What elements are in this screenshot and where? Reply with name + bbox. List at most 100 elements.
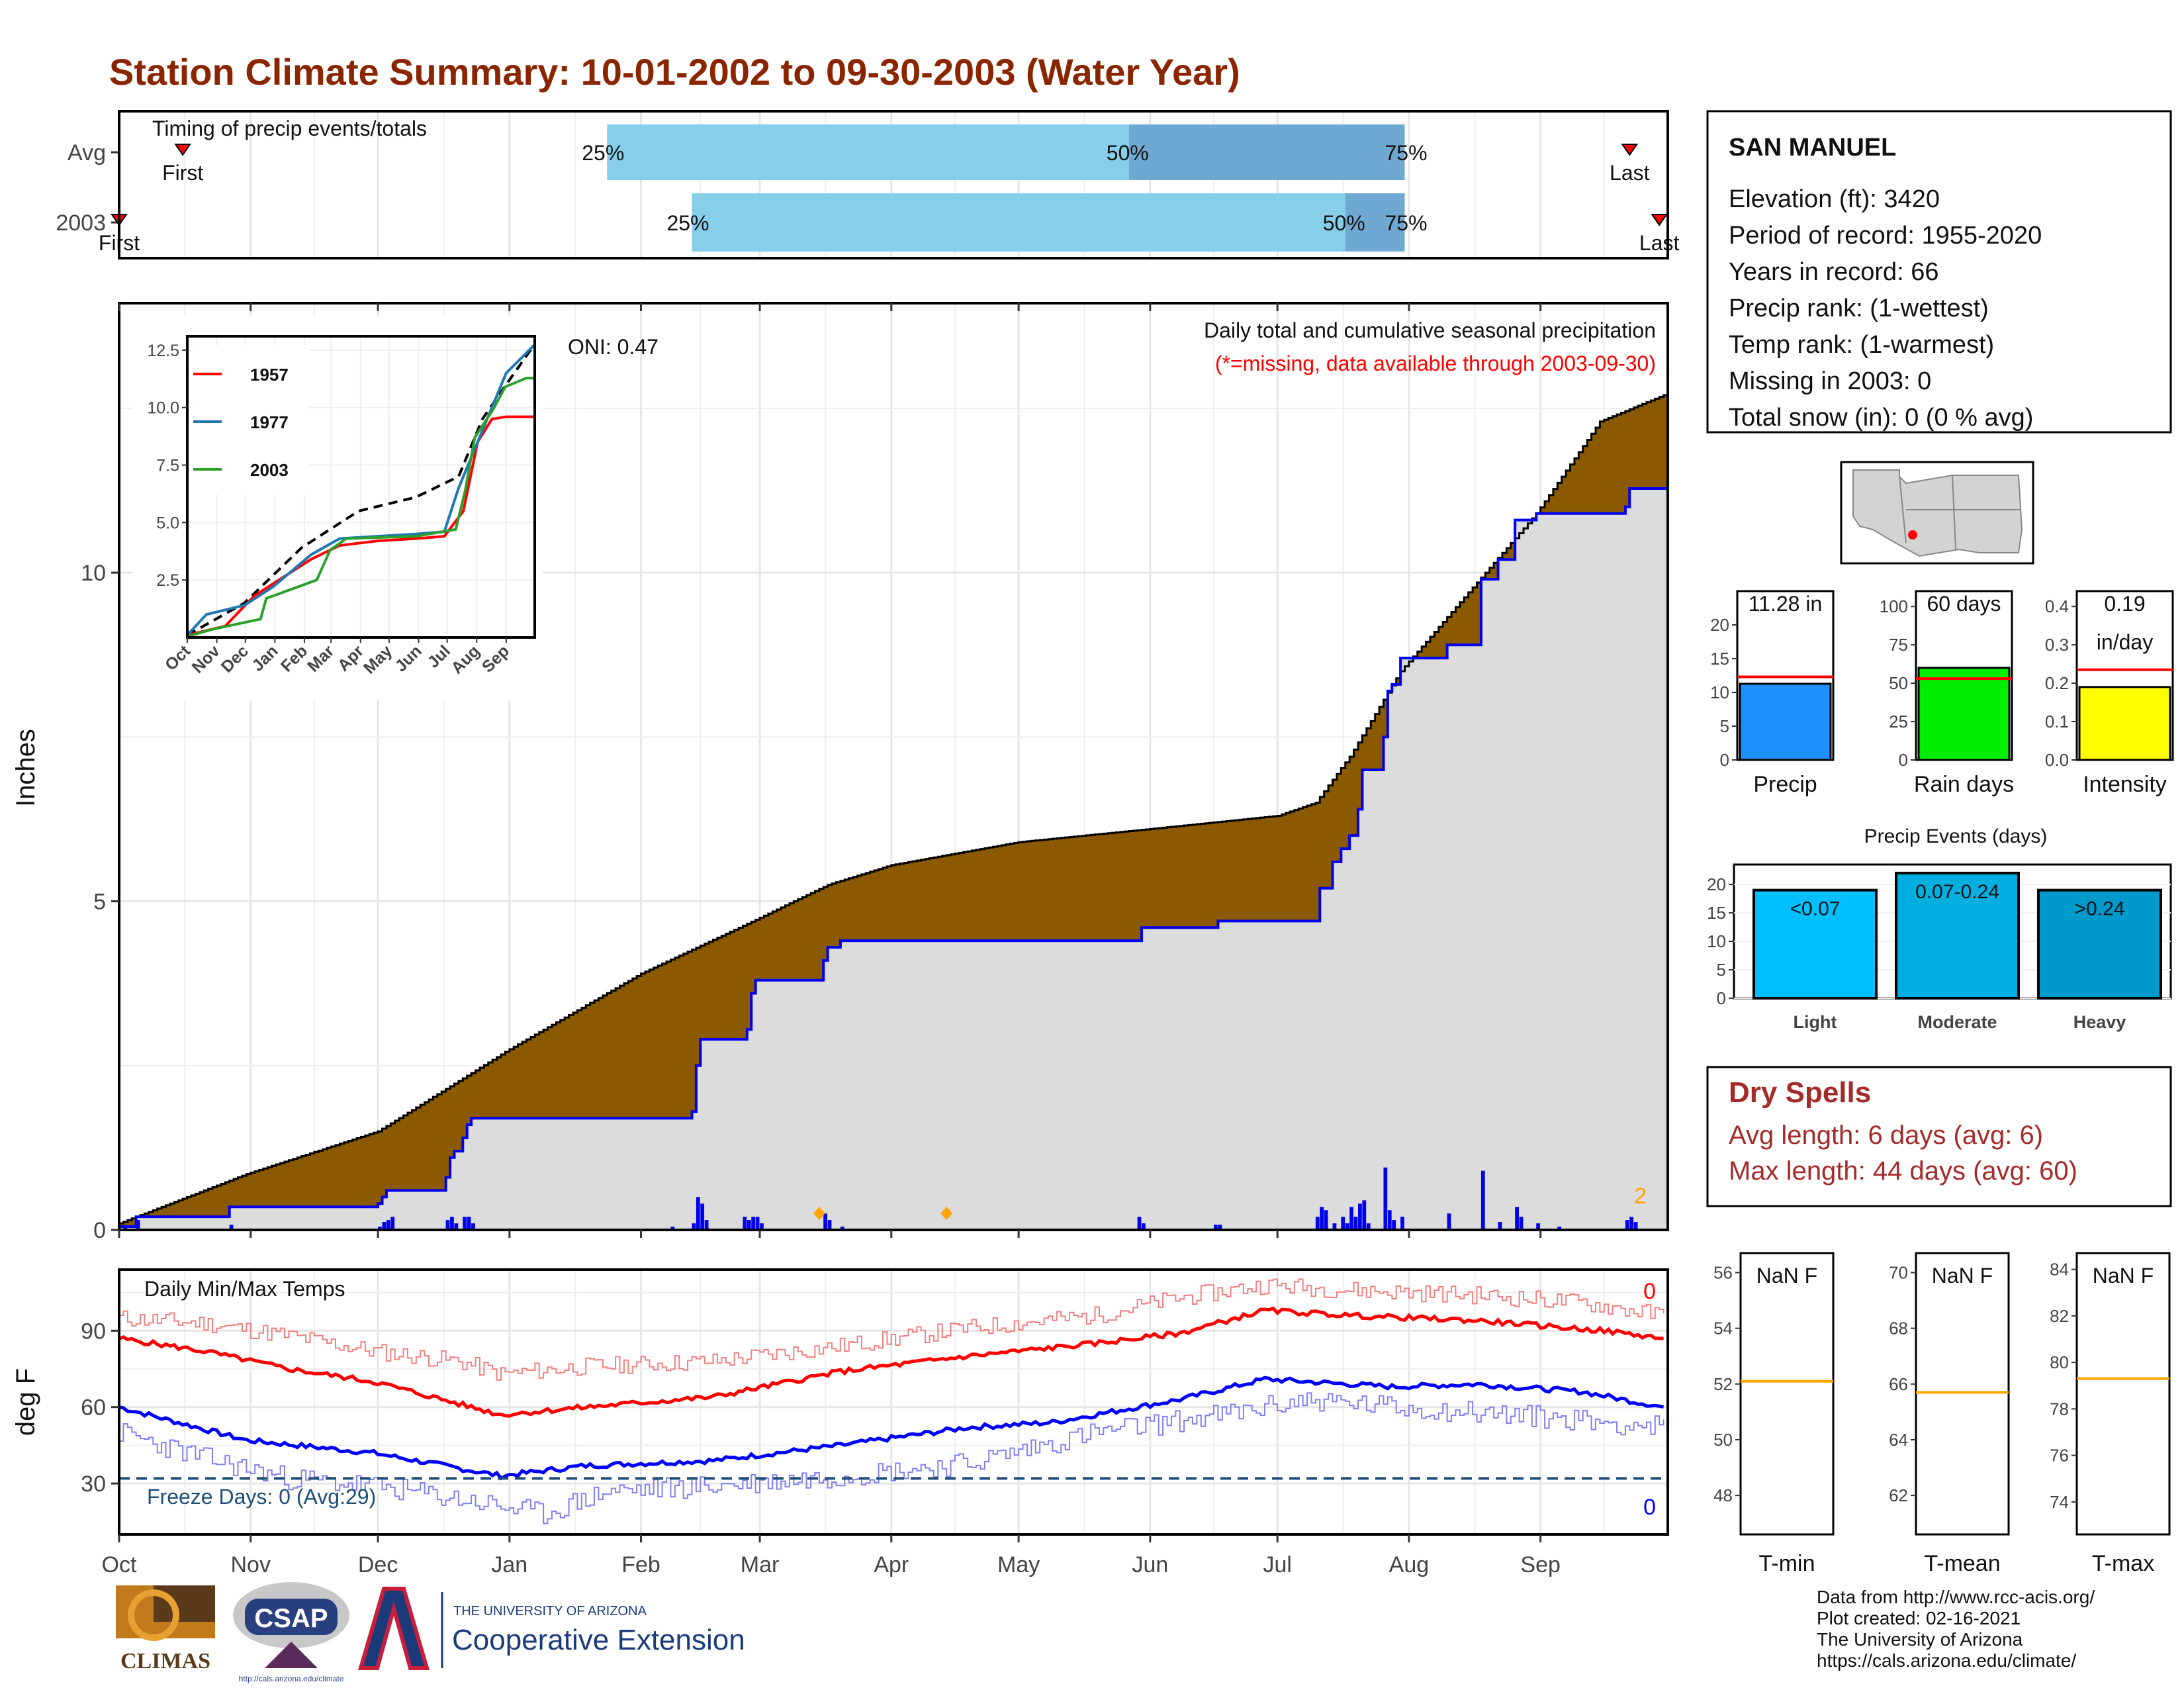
credit-line: The University of Arizona [1817, 1629, 2023, 1650]
min-record-count: 0 [1643, 1495, 1656, 1520]
daily-precip-bar [445, 1220, 450, 1230]
dry-spells-title: Dry Spells [1729, 1076, 1871, 1109]
daily-precip-bar [1341, 1217, 1345, 1230]
summary-value-label: 0.19 [2104, 592, 2145, 616]
inset-series-2003 [187, 377, 534, 638]
month-label-aug: Aug [1389, 1552, 1430, 1577]
daily-precip-bar [1349, 1207, 1353, 1230]
timing-marker [174, 144, 192, 156]
daily-precip-bar [386, 1220, 390, 1230]
summary-bars: 0 5 10 15 20 11.28 in Precip 0 25 50 75 100 60 days R… [1710, 590, 2174, 797]
summary-axis-label: Intensity [2083, 772, 2167, 797]
daily-precip-bar [454, 1223, 459, 1230]
tmax-record-line [119, 1278, 1664, 1381]
month-axis-labels: Oct Nov Dec Jan Feb Mar Apr May Jun Jul Aug Sep [102, 303, 1561, 1577]
temp-summary-frame [2075, 1252, 2171, 1536]
temp-summary-t-max: 74 76 78 80 82 84 NaN F T-max [2050, 1252, 2171, 1576]
events-ytick-label: 5 [1717, 960, 1726, 980]
daily-precip-bar [823, 1213, 827, 1230]
temp-summary-label: T-mean [1924, 1551, 2000, 1576]
daily-precip-bar [378, 1227, 382, 1230]
summary-ytick-label: 0.2 [2045, 673, 2069, 693]
university-of-arizona-logo: THE UNIVERSITY OF ARIZONA Cooperative Ex… [358, 1587, 745, 1670]
daily-precip-bar [743, 1217, 747, 1230]
station-info-box: SAN MANUEL Elevation (ft): 3420 Period of… [1706, 110, 2172, 434]
daily-precip-bar [1353, 1217, 1358, 1230]
station-name: SAN MANUEL [1729, 134, 1896, 162]
daily-precip-bar [670, 1227, 675, 1230]
summary-ytick-label: 0.4 [2045, 596, 2069, 616]
timing-p75-label: 75% [1385, 141, 1427, 165]
cumulative-2003-line [119, 487, 1668, 1229]
temp-summary-label: T-max [2092, 1551, 2154, 1576]
max-record-count: 0 [1643, 1279, 1656, 1304]
summary-value-bar [1739, 682, 1832, 761]
temperature-summary-bars: 48 50 52 54 56 NaN F T-min 62 64 66 68 70 NaN F T-mea… [1713, 1252, 2171, 1576]
tmax-avg-line [118, 1306, 1664, 1418]
inset-ytick-label: 7.5 [156, 457, 179, 475]
station-info-line: Precip rank: (1-wettest) [1729, 295, 1989, 322]
daily-precip-bar [755, 1217, 760, 1230]
summary-value-unit: in/day [2097, 630, 2153, 654]
daily-precip-bar [471, 1223, 475, 1230]
temperature-ytick-label: 90 [81, 1319, 106, 1344]
inset-ytick-label: 12.5 [147, 342, 179, 360]
missing-count: 2 [1634, 1184, 1647, 1209]
inset-ytick-label: 5.0 [156, 514, 179, 532]
events-bar-label: Light [1794, 1012, 1837, 1032]
logos: CLIMAS CSAP http://cals.arizona.edu/clim… [116, 1582, 745, 1683]
precip-panel-title: Daily total and cumulative seasonal prec… [1204, 318, 1656, 342]
timing-row-2003-label: 2003 [56, 211, 106, 236]
temp-summary-ytick-label: 56 [1713, 1262, 1733, 1282]
temperature-ytick-label: 30 [81, 1472, 106, 1497]
summary-ytick-label: 5 [1720, 716, 1729, 736]
cumulative-avg-line [119, 394, 1668, 1225]
temp-summary-ytick-label: 66 [1889, 1374, 1908, 1394]
oni-value: ONI: 0.47 [568, 335, 659, 359]
daily-precip-bar [1400, 1217, 1404, 1230]
missing-day-marker [813, 1207, 825, 1220]
events-bar-light [1752, 888, 1878, 1000]
temp-summary-value: NaN F [2093, 1264, 2154, 1288]
daily-precip-bar [1366, 1223, 1371, 1230]
daily-precip-bar [1345, 1223, 1349, 1230]
daily-precip-bar [1383, 1167, 1388, 1230]
temp-summary-ytick-label: 62 [1889, 1485, 1908, 1505]
daily-precip-bar [1633, 1222, 1638, 1230]
temp-summary-ytick-label: 74 [2050, 1492, 2069, 1512]
svg-text:THE UNIVERSITY OF ARIZONA: THE UNIVERSITY OF ARIZONA [453, 1604, 647, 1618]
inset-ytick-label: 10.0 [147, 399, 179, 418]
daily-precip-bar [1519, 1217, 1524, 1230]
daily-precip-bar [1137, 1217, 1142, 1230]
inset-series-avg [187, 344, 535, 637]
events-bar-moderate [1895, 871, 2020, 1000]
locator-map [1840, 461, 2034, 565]
station-location-dot [1908, 530, 1917, 539]
precip-y-label: Inches [11, 729, 40, 807]
daily-precip-bar [463, 1217, 467, 1230]
temp-summary-ytick-label: 64 [1889, 1430, 1908, 1450]
temp-summary-value: NaN F [1932, 1264, 1993, 1288]
precip-ytick-label: 0 [93, 1218, 106, 1243]
cumulative-2003-area [119, 489, 1668, 1230]
temp-summary-ytick-label: 84 [2050, 1260, 2069, 1280]
summary-ytick-label: 0.1 [2045, 712, 2069, 731]
daily-precip-bar [1447, 1213, 1451, 1230]
daily-precip-bar [1515, 1207, 1519, 1230]
daily-precip-bar [751, 1217, 756, 1230]
temp-summary-ytick-label: 50 [1713, 1430, 1733, 1450]
timing-p50-label: 50% [1107, 141, 1149, 165]
timing-p25-label: 25% [582, 141, 624, 165]
timing-label: Timing of precip events/totals [152, 117, 427, 140]
precip-frame [118, 302, 1669, 1231]
summary-ytick-label: 0 [1720, 750, 1729, 770]
timing-p25-label: 25% [666, 211, 709, 235]
daily-precip-bar [700, 1203, 705, 1230]
credit-line: Plot created: 02-16-2021 [1817, 1608, 2021, 1628]
temp-summary-label: T-min [1759, 1551, 1815, 1576]
daily-precip-bar [1498, 1222, 1502, 1230]
month-label-may: May [997, 1552, 1040, 1577]
csap-logo: CSAP http://cals.arizona.edu/climate [233, 1582, 349, 1683]
precip-events-chart: Precip Events (days) 0 5 10 15 20 <0.07 Light 0… [1707, 825, 2172, 1032]
station-info-line: Elevation (ft): 3420 [1729, 185, 1940, 213]
